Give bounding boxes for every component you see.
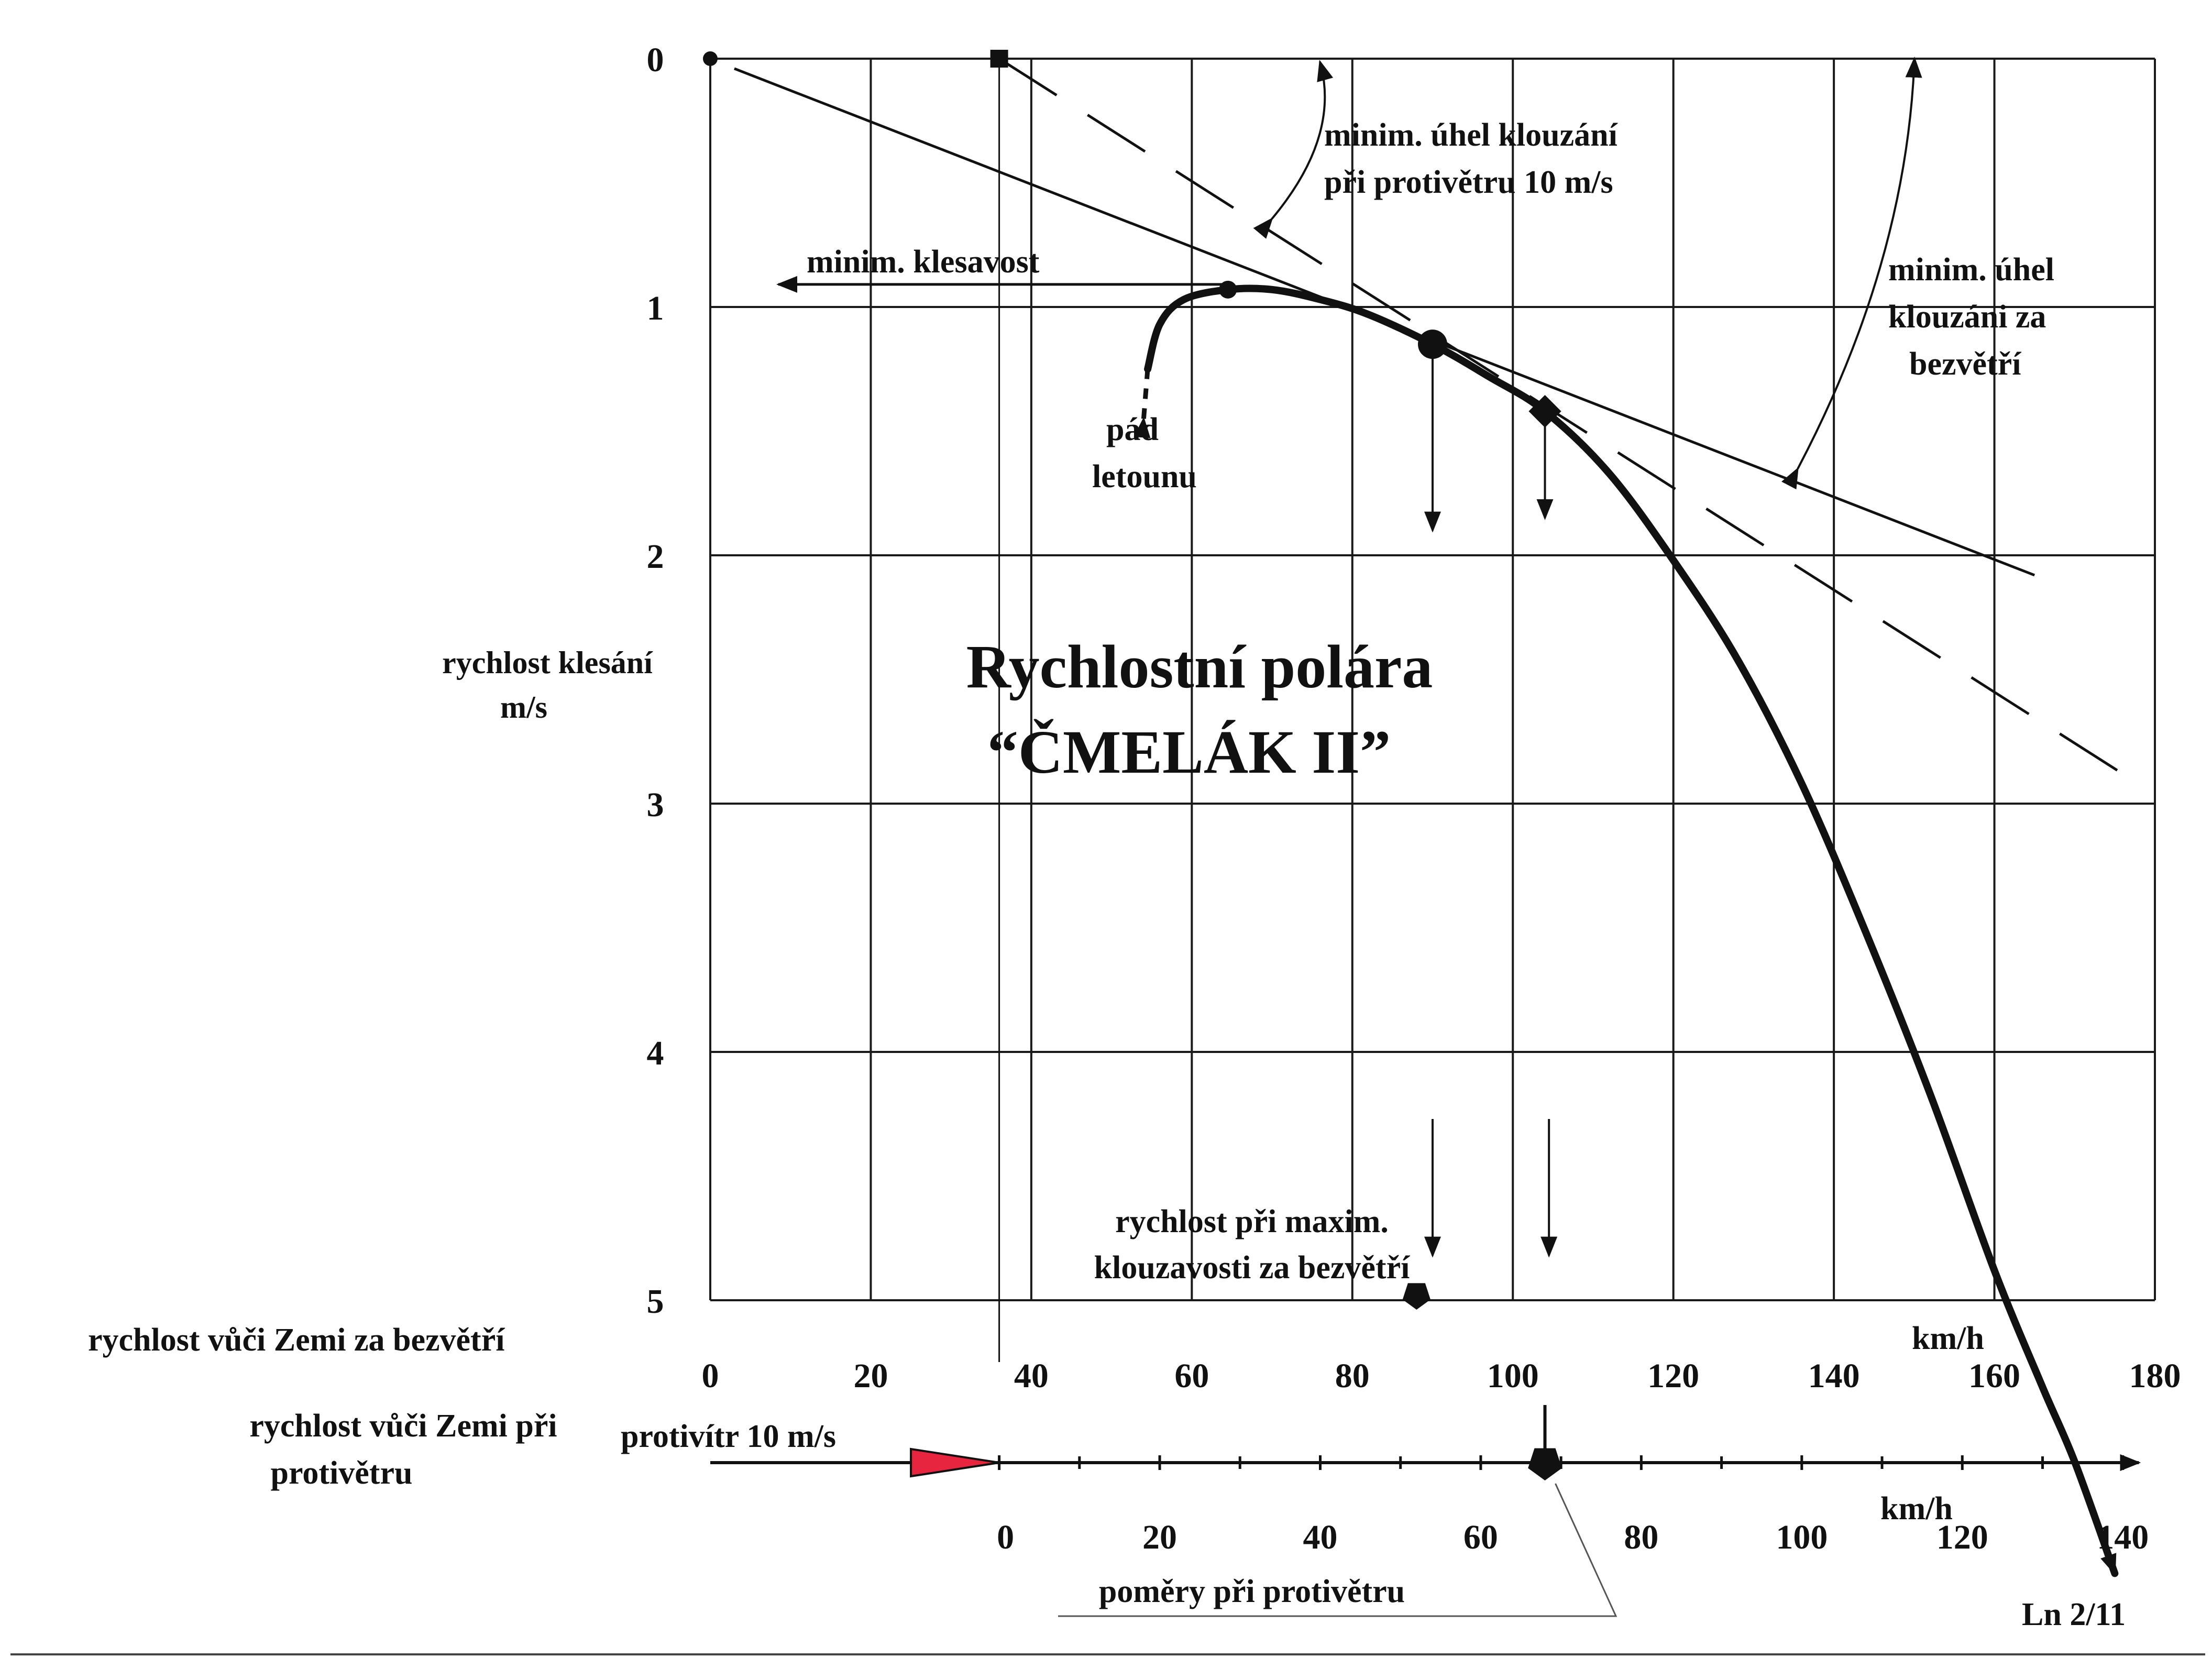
chart-subtitle: “ČMELÁK II” [987,718,1391,786]
ground-speed-still-label: rychlost vůči Zemi za bezvětří [88,1322,505,1358]
x2-tick-label: 60 [1463,1518,1498,1556]
x2-tick-label: 20 [1142,1518,1177,1556]
y-tick-label: 3 [647,786,664,824]
x-tick-label: 60 [1174,1357,1209,1395]
sheet-id: Ln 2/11 [2022,1597,2126,1632]
stall-label-2: letounu [1092,459,1197,495]
polar-curve [1144,284,2119,1577]
best-glide-speed-label-1: rychlost při maxim. [1115,1204,1389,1239]
headwind-glide-angle-arc [1253,60,1334,239]
x-tick-label: 0 [702,1357,719,1395]
min-sink-label: minim. klesavost [807,244,1040,280]
polar-curve-group [703,50,2119,1577]
x-tick-label: 40 [1014,1357,1049,1395]
best-glide-ground-speed-marker [1402,1283,1430,1310]
y-axis-label-line2: m/s [500,690,547,725]
ground-speed-headwind-label-2: protivětru [271,1455,413,1491]
min-glide-headwind-label-2: při protivětru 10 m/s [1324,164,1613,200]
tangent-headwind-line [998,57,2124,775]
y-tick-label: 1 [647,289,664,327]
still-glide-angle-arc [1781,57,1922,490]
x-tick-label: 180 [2129,1357,2181,1395]
x2-axis-unit: km/h [1880,1491,1953,1527]
x-tick-label: 140 [1808,1357,1860,1395]
headwind-label: protivítr 10 m/s [621,1419,836,1454]
x2-tick-label: 100 [1776,1518,1828,1556]
best-glide-point [1418,330,1447,359]
headwind-arrow-icon [910,1447,999,1478]
y-axis-label-line1: rychlost klesání [442,645,653,680]
headwind-ground-speed-marker [1528,1448,1562,1480]
x2-tick-label: 0 [997,1518,1014,1556]
x-tick-label: 120 [1647,1357,1699,1395]
x-tick-label: 20 [853,1357,888,1395]
headwind-origin-point [990,50,1008,68]
y-tick-label: 4 [647,1034,664,1072]
headwind-conditions-pointer [1058,1483,1617,1617]
y-tick-label: 0 [647,41,664,79]
x2-tick-label: 40 [1303,1518,1337,1556]
min-sink-point [1219,280,1237,299]
chart-title: Rychlostní polára [966,632,1433,701]
origin-point [703,51,718,66]
best-glide-speed-label-2: klouzavosti za bezvětří [1094,1250,1410,1286]
x-tick-label: 80 [1335,1357,1370,1395]
ground-speed-headwind-label-1: rychlost vůči Zemi při [249,1408,557,1444]
x-tick-label: 160 [1968,1357,2020,1395]
x2-tick-label: 140 [2097,1518,2149,1556]
headwind-conditions-label: poměry při protivětru [1099,1574,1405,1609]
min-glide-still-label-1: minim. úhel [1888,252,2054,288]
x-axis-unit: km/h [1912,1321,1984,1356]
min-glide-still-label-2: klouzáni za [1888,299,2046,335]
stall-label-1: pád [1106,412,1159,447]
headwind-glide-point [1528,394,1561,428]
stall-dashed-segment [1133,369,1151,438]
x2-tick-label: 80 [1624,1518,1658,1556]
min-glide-headwind-label-1: minim. úhel klouzání [1324,117,1618,153]
x2-tick-label: 120 [1936,1518,1988,1556]
x-tick-label: 100 [1487,1357,1539,1395]
y-tick-label: 2 [647,537,664,576]
min-glide-still-label-3: bezvětří [1909,346,2021,382]
y-tick-label: 5 [647,1282,664,1321]
